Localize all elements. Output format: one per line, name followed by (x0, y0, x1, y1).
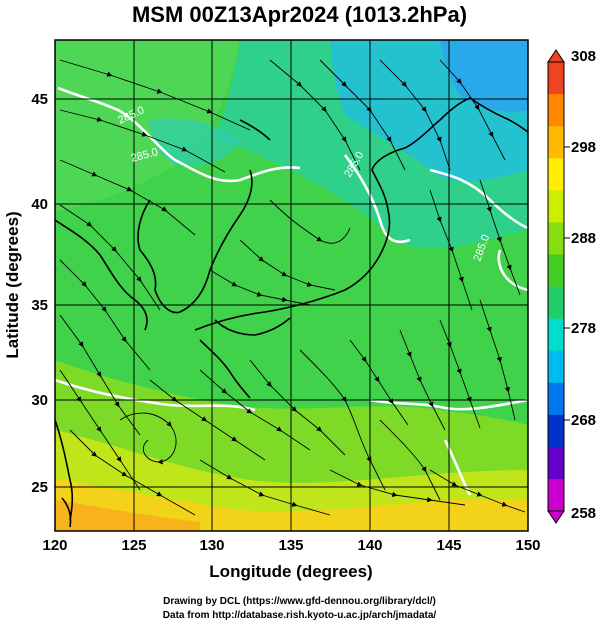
x-axis-label: Longitude (degrees) (209, 562, 372, 581)
map-title: MSM 00Z13Apr2024 (1013.2hPa) (131, 2, 468, 27)
credit-data: Data from http://database.rish.kyoto-u.a… (162, 610, 437, 621)
colorbar-segment (548, 94, 564, 127)
colorbar-segment (548, 318, 564, 352)
colorbar-segment (548, 286, 564, 320)
x-tick-label: 145 (436, 537, 461, 554)
colorbar-segment (548, 126, 564, 159)
y-axis-label: Latitude (degrees) (3, 211, 22, 358)
colorbar-min-arrow (547, 510, 565, 524)
x-tick-label: 125 (121, 537, 146, 554)
colorbar-segments (548, 62, 564, 512)
colorbar-segment (548, 254, 564, 288)
colorbar-segment (548, 446, 564, 480)
colorbar-segment (548, 222, 564, 256)
x-tick-label: 130 (199, 537, 224, 554)
y-tick-label: 35 (31, 297, 48, 314)
plot-frame (54, 39, 529, 532)
colorbar-tick-label: 258 (571, 505, 596, 522)
colorbar-tick-label: 308 (571, 48, 596, 65)
colorbar-segment (548, 62, 564, 95)
colorbar-segment (548, 478, 564, 512)
x-tick-label: 135 (278, 537, 303, 554)
y-tick-label: 30 (31, 392, 48, 409)
colorbar-segment (548, 414, 564, 448)
colorbar-tick-label: 268 (571, 412, 596, 429)
colorbar-segment (548, 382, 564, 416)
x-axis-ticks: 120 125 130 135 140 145 150 (42, 537, 540, 554)
grid-lines (55, 40, 528, 531)
credit-drawing: Drawing by DCL (https://www.gfd-dennou.o… (163, 596, 436, 607)
hottest-region (55, 500, 200, 531)
streamlines (59, 59, 526, 516)
y-axis-ticks: 25 30 35 40 45 (31, 91, 48, 496)
colorbar-ticks (564, 146, 570, 421)
colorbar-segment (548, 190, 564, 223)
colorbar-tick-label: 288 (571, 230, 596, 247)
x-tick-label: 120 (42, 537, 67, 554)
colorbar-segment (548, 350, 564, 384)
colorbar-tick-label: 298 (571, 139, 596, 156)
y-tick-label: 25 (31, 479, 48, 496)
colorbar-frame (547, 61, 565, 512)
x-tick-label: 140 (357, 537, 382, 554)
hot-region (55, 478, 528, 531)
x-tick-label: 150 (515, 537, 540, 554)
colorbar: 308 298 288 278 268 258 (547, 48, 596, 524)
y-tick-label: 40 (31, 196, 48, 213)
colorbar-tick-label: 278 (571, 320, 596, 337)
colorbar-max-arrow (547, 49, 565, 63)
y-tick-label: 45 (31, 91, 48, 108)
colorbar-segment (548, 158, 564, 191)
